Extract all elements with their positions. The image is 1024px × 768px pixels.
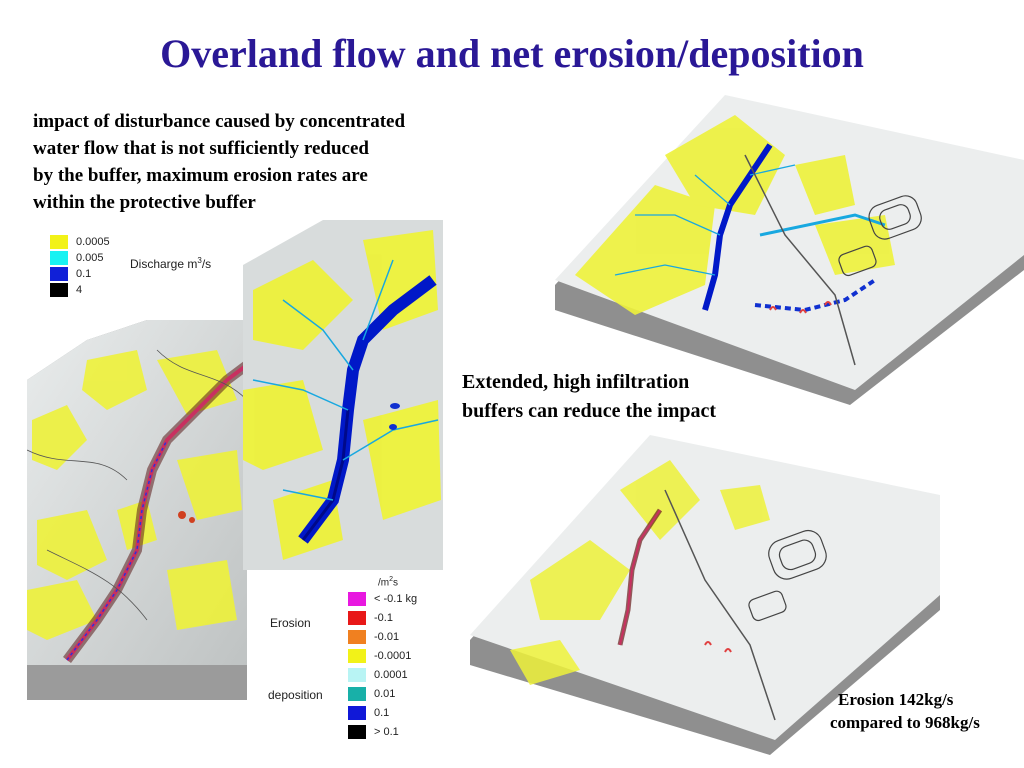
claim-text: Extended, high infiltration buffers can … [462,368,802,426]
intro-line: by the buffer, maximum erosion rates are [33,165,368,186]
intro-line: water flow that is not sufficiently redu… [33,138,369,159]
compare-line: Erosion 142kg/s [838,690,954,709]
legend-label: 0.0001 [374,669,408,681]
erosion-label: Erosion [270,616,311,630]
deposition-label: deposition [268,688,323,702]
erosion-legend-item: -0.1 [348,611,393,625]
discharge-legend-item: 0.1 [50,267,91,281]
erosion-unit-label: /m2s [378,576,399,589]
legend-label: 0.1 [76,268,92,280]
legend-swatch [50,267,68,281]
legend-label: 0.005 [76,252,104,264]
legend-swatch [50,251,68,265]
legend-swatch [348,611,366,625]
erosion-legend-item: > 0.1 [348,725,399,739]
legend-label: 0.01 [374,688,396,700]
legend-label: 0.0005 [76,236,110,248]
legend-swatch [348,592,366,606]
compare-line: compared to 968kg/s [830,713,980,732]
legend-label: -0.1 [374,612,393,624]
legend-label: < -0.1 kg [374,593,418,605]
discharge-legend-title: Discharge m3/s [130,256,212,271]
legend-swatch [348,668,366,682]
erosion-legend-item: -0.01 [348,630,399,644]
legend-swatch [348,706,366,720]
erosion-legend-item: -0.0001 [348,649,411,663]
legend-swatch [348,649,366,663]
intro-line: impact of disturbance caused by concentr… [33,111,406,132]
legend-label: > 0.1 [374,726,399,738]
legend-swatch [348,630,366,644]
legend-swatch [50,283,68,297]
legend-label: -0.01 [374,631,400,643]
intro-line: within the protective buffer [33,192,256,213]
terrain-erosion-buffered [470,430,940,760]
intro-text: impact of disturbance caused by concentr… [33,108,503,216]
legend-swatch [348,687,366,701]
claim-line: buffers can reduce the impact [462,400,717,422]
claim-line: Extended, high infiltration [462,371,690,393]
terrain-discharge-site [555,95,1024,410]
legend-label: 0.1 [374,707,390,719]
discharge-legend-item: 0.005 [50,251,104,265]
legend-swatch [348,725,366,739]
erosion-legend-item: 0.1 [348,706,389,720]
terrain-discharge-zoom [243,220,443,570]
slide-title: Overland flow and net erosion/deposition [160,31,864,76]
erosion-legend-item: 0.01 [348,687,395,701]
discharge-legend-item: 0.0005 [50,235,110,249]
legend-label: -0.0001 [374,650,412,662]
erosion-legend-item: < -0.1 kg [348,592,417,606]
terrain-erosion-left [27,320,247,700]
compare-text: Erosion 142kg/s compared to 968kg/s [830,688,1020,734]
erosion-legend-item: 0.0001 [348,668,408,682]
legend-label: 4 [76,284,83,296]
discharge-legend-item: 4 [50,283,82,297]
legend-swatch [50,235,68,249]
